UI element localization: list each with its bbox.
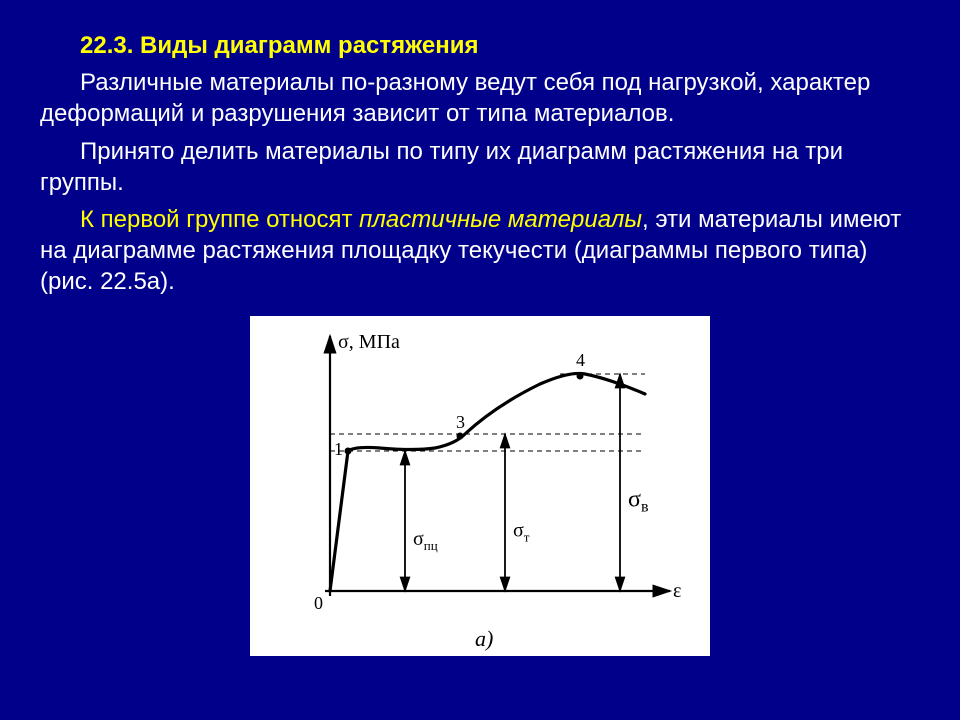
figure-caption: а) <box>475 626 493 651</box>
point-label-3: 3 <box>456 412 465 432</box>
figure-container: σ, МПа ε 0 1 3 4 σпц σт σв а) <box>40 316 920 664</box>
curve-point-3 <box>457 432 464 439</box>
paragraph-2: Принято делить материалы по типу их диаг… <box>40 136 920 198</box>
origin-label: 0 <box>314 593 323 613</box>
section-heading: 22.3. Виды диаграмм растяжения <box>40 30 920 61</box>
y-axis-label: σ, МПа <box>338 331 400 353</box>
label-sigma-t: σт <box>513 519 530 544</box>
label-sigma-b: σв <box>628 486 649 515</box>
label-sigma-pc: σпц <box>413 528 438 553</box>
paragraph-1: Различные материалы по-разному ведут себ… <box>40 67 920 129</box>
para3-emphasis: пластичные материалы <box>359 206 642 233</box>
slide-content: 22.3. Виды диаграмм растяжения Различные… <box>0 0 960 664</box>
point-label-1: 1 <box>334 439 343 459</box>
curve-point-4 <box>577 372 584 379</box>
stress-strain-curve <box>330 373 645 591</box>
stress-strain-figure: σ, МПа ε 0 1 3 4 σпц σт σв а) <box>250 316 710 656</box>
para3-lead: К первой группе относят <box>80 206 359 233</box>
point-label-4: 4 <box>576 350 585 370</box>
curve-point-1 <box>345 447 352 454</box>
x-axis-label: ε <box>673 580 681 602</box>
paragraph-3: К первой группе относят пластичные матер… <box>40 204 920 298</box>
